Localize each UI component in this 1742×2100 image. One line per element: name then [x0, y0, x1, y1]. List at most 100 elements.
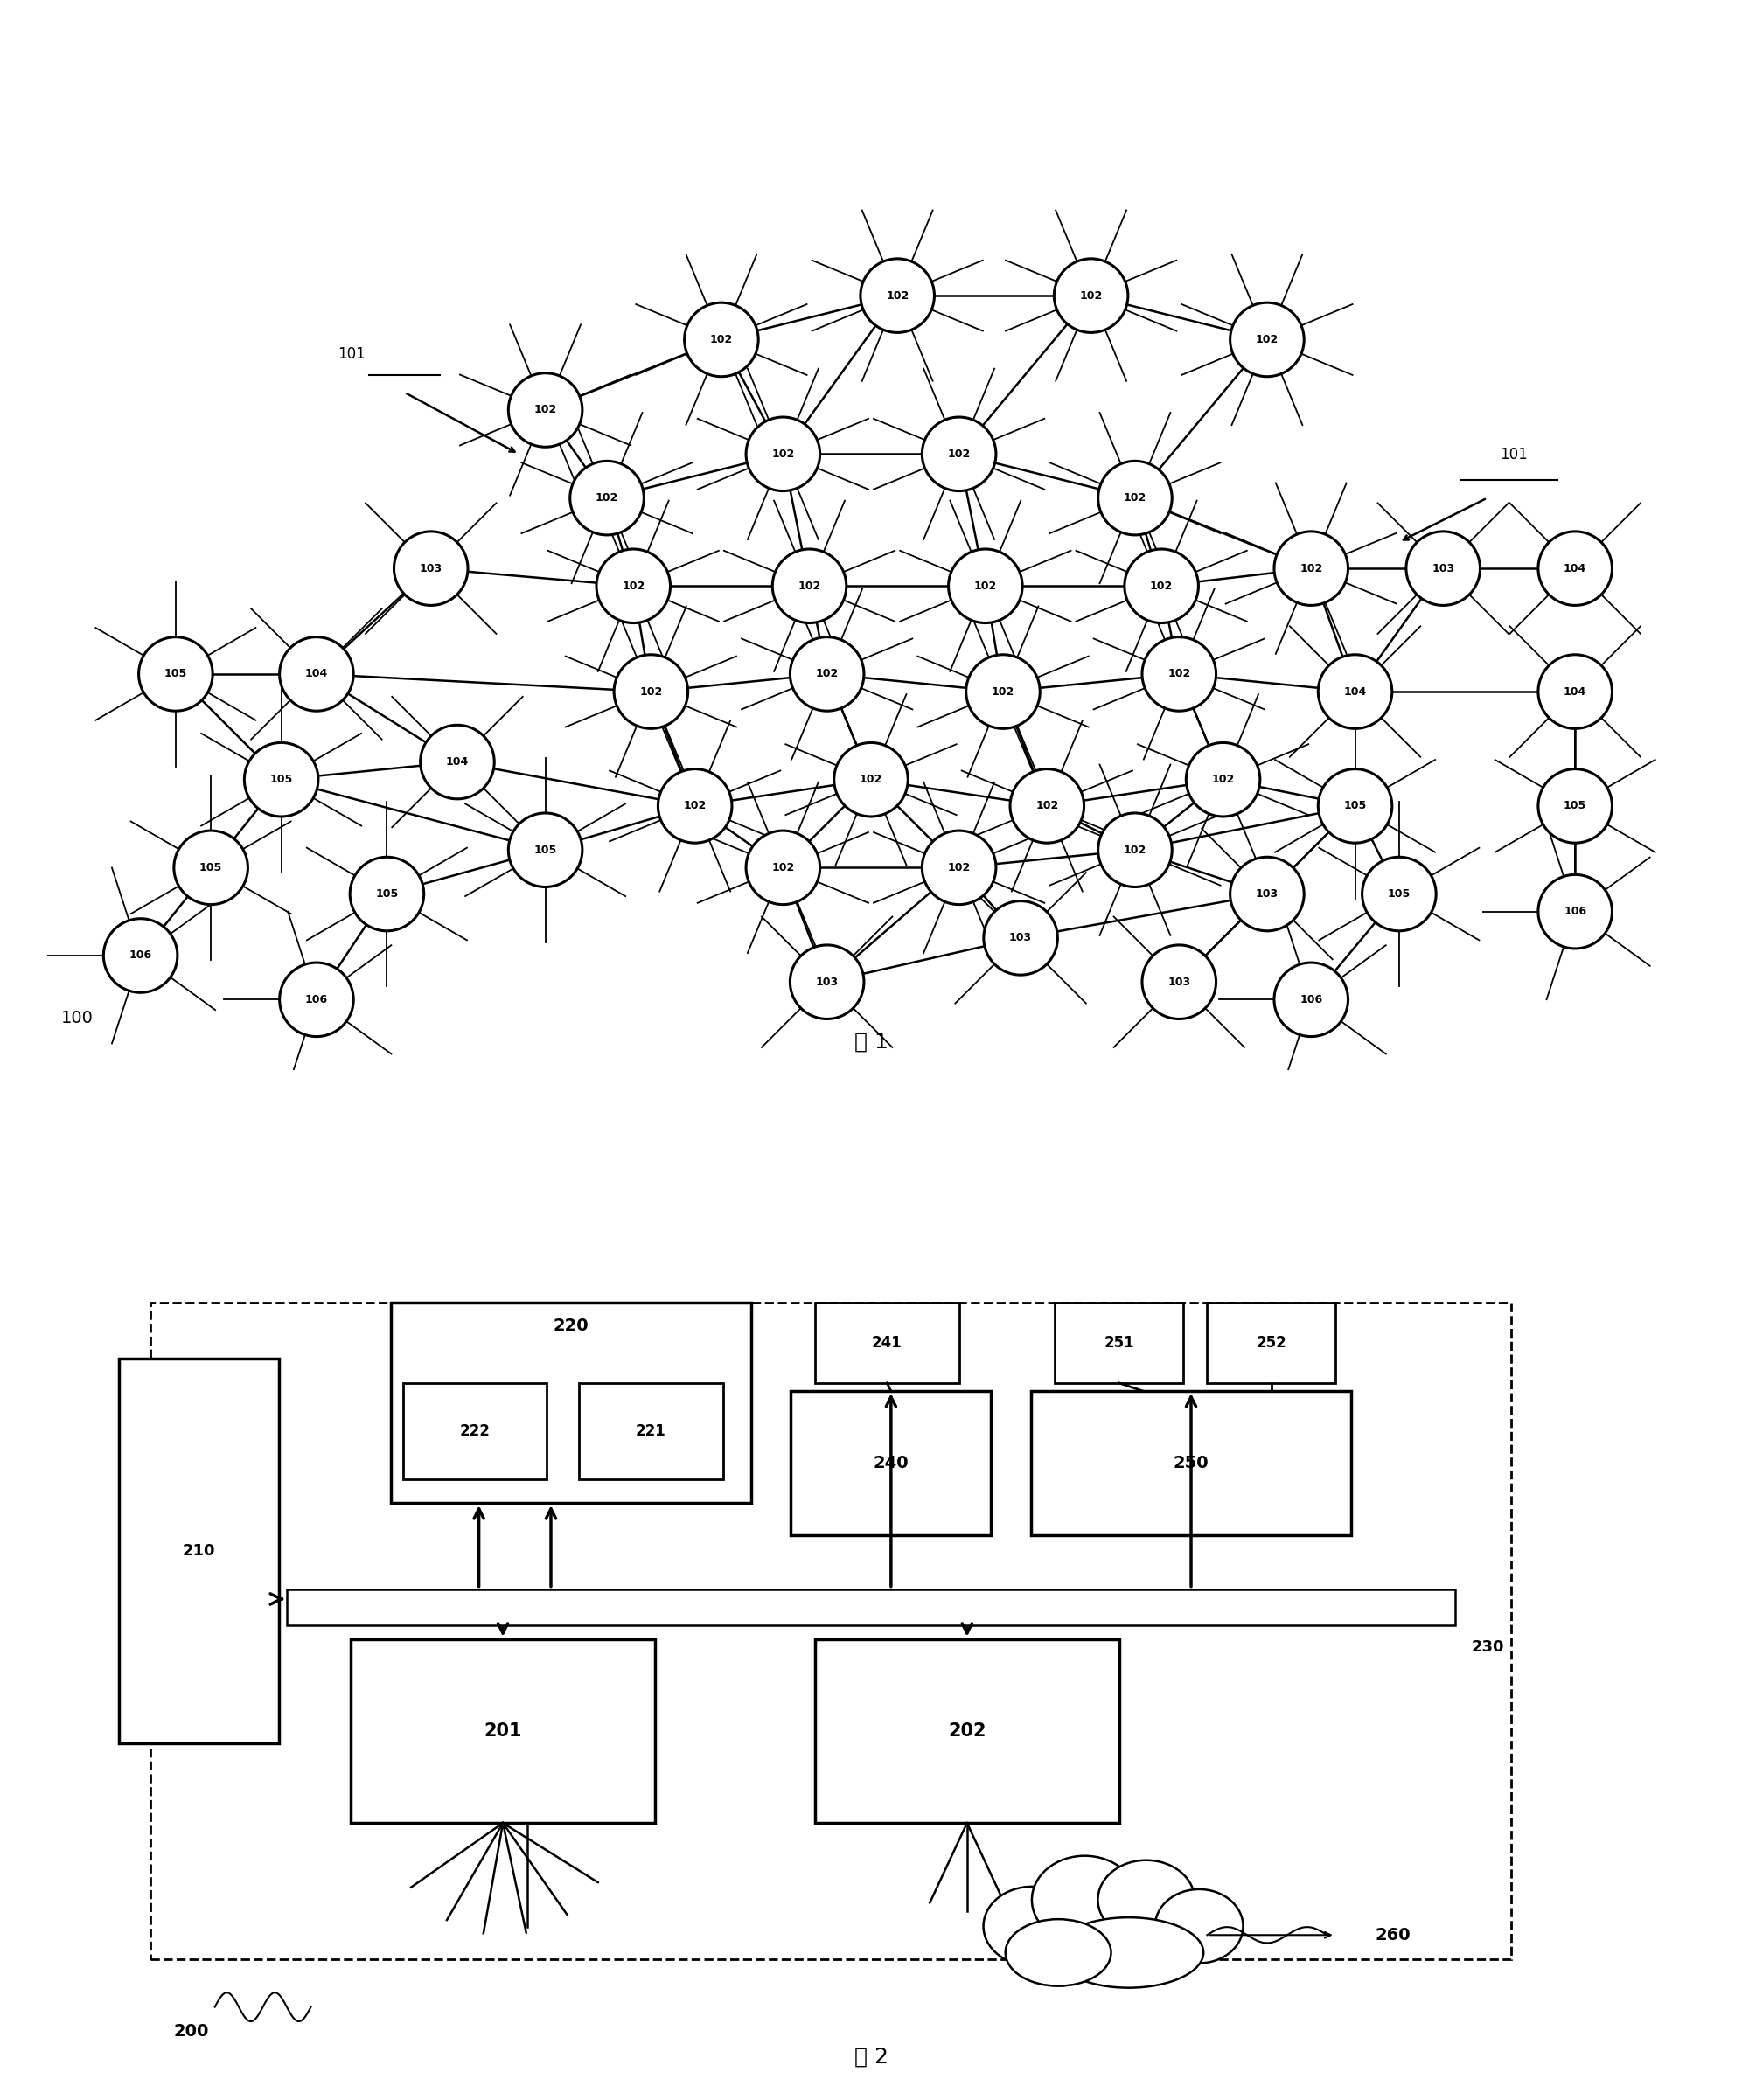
Text: 240: 240: [873, 1455, 909, 1472]
Circle shape: [570, 462, 645, 536]
Circle shape: [509, 374, 582, 447]
Text: 102: 102: [533, 405, 557, 416]
Circle shape: [1010, 769, 1084, 842]
FancyBboxPatch shape: [1207, 1302, 1334, 1384]
Text: 252: 252: [1256, 1336, 1286, 1350]
Circle shape: [279, 962, 354, 1037]
Text: 103: 103: [815, 977, 838, 987]
Ellipse shape: [1155, 1890, 1244, 1964]
FancyBboxPatch shape: [1056, 1302, 1183, 1384]
Text: 102: 102: [948, 861, 970, 874]
Circle shape: [861, 258, 934, 332]
Text: 105: 105: [1564, 800, 1587, 813]
Circle shape: [791, 945, 864, 1019]
Circle shape: [350, 857, 423, 930]
Text: 102: 102: [622, 580, 645, 592]
Text: 102: 102: [772, 861, 794, 874]
Circle shape: [174, 832, 247, 905]
Circle shape: [596, 548, 671, 624]
Circle shape: [746, 832, 820, 905]
Text: 241: 241: [871, 1336, 902, 1350]
Circle shape: [791, 636, 864, 712]
Text: 103: 103: [1256, 888, 1279, 899]
Text: 200: 200: [172, 2022, 209, 2039]
Text: 103: 103: [420, 563, 442, 573]
Text: 102: 102: [859, 775, 883, 785]
Text: 102: 102: [1124, 491, 1146, 504]
Text: 102: 102: [948, 447, 970, 460]
Circle shape: [139, 636, 213, 712]
Circle shape: [1538, 531, 1611, 605]
Text: 104: 104: [305, 668, 327, 680]
Text: 102: 102: [1150, 580, 1172, 592]
Circle shape: [922, 832, 996, 905]
Ellipse shape: [1031, 1856, 1138, 1945]
Text: 103: 103: [1009, 932, 1031, 943]
Circle shape: [1319, 655, 1392, 729]
Text: 102: 102: [1167, 668, 1190, 680]
Text: 105: 105: [1388, 888, 1411, 899]
Circle shape: [948, 548, 1023, 624]
Text: 220: 220: [554, 1317, 589, 1334]
Text: 101: 101: [338, 347, 366, 361]
Text: 105: 105: [376, 888, 399, 899]
Text: 102: 102: [1212, 775, 1235, 785]
Ellipse shape: [1005, 1919, 1111, 1987]
Text: 104: 104: [446, 756, 469, 769]
FancyBboxPatch shape: [1031, 1390, 1352, 1535]
Circle shape: [420, 724, 495, 798]
Circle shape: [279, 636, 354, 712]
Circle shape: [103, 918, 178, 993]
Text: 102: 102: [711, 334, 733, 344]
Text: 100: 100: [61, 1010, 94, 1027]
Text: 210: 210: [183, 1544, 216, 1558]
Text: 102: 102: [596, 491, 618, 504]
Text: 221: 221: [636, 1424, 665, 1439]
Circle shape: [834, 743, 908, 817]
Text: 102: 102: [1124, 844, 1146, 855]
Text: 图 1: 图 1: [854, 1031, 888, 1052]
Text: 222: 222: [460, 1424, 490, 1439]
Text: 105: 105: [533, 844, 557, 855]
Circle shape: [1125, 548, 1198, 624]
FancyBboxPatch shape: [402, 1384, 547, 1478]
Circle shape: [746, 418, 820, 491]
Text: 102: 102: [815, 668, 838, 680]
Text: 230: 230: [1472, 1640, 1503, 1655]
FancyBboxPatch shape: [350, 1638, 655, 1823]
FancyBboxPatch shape: [815, 1638, 1118, 1823]
Circle shape: [1273, 531, 1348, 605]
Text: 102: 102: [639, 687, 662, 697]
Circle shape: [1054, 258, 1129, 332]
Text: 106: 106: [1564, 905, 1587, 918]
Text: 104: 104: [1564, 563, 1587, 573]
Circle shape: [509, 813, 582, 886]
Text: 105: 105: [1343, 800, 1366, 813]
Circle shape: [1097, 813, 1172, 886]
Circle shape: [394, 531, 469, 605]
Circle shape: [1186, 743, 1259, 817]
Text: 250: 250: [1174, 1455, 1209, 1472]
Ellipse shape: [1097, 1861, 1195, 1940]
Text: 106: 106: [129, 949, 152, 962]
Text: 105: 105: [199, 861, 223, 874]
Text: 102: 102: [974, 580, 996, 592]
Circle shape: [658, 769, 732, 842]
Circle shape: [1273, 962, 1348, 1037]
Text: 260: 260: [1374, 1926, 1411, 1942]
Text: 102: 102: [683, 800, 707, 813]
Text: 102: 102: [887, 290, 909, 300]
Text: 105: 105: [270, 775, 293, 785]
Circle shape: [772, 548, 847, 624]
Circle shape: [1230, 302, 1305, 376]
Text: 251: 251: [1104, 1336, 1134, 1350]
FancyBboxPatch shape: [118, 1359, 279, 1743]
Text: 102: 102: [1035, 800, 1059, 813]
Circle shape: [685, 302, 758, 376]
FancyBboxPatch shape: [578, 1384, 723, 1478]
Circle shape: [1143, 636, 1216, 712]
Circle shape: [1538, 874, 1611, 949]
Text: 105: 105: [164, 668, 186, 680]
Text: 102: 102: [798, 580, 820, 592]
Circle shape: [613, 655, 688, 729]
